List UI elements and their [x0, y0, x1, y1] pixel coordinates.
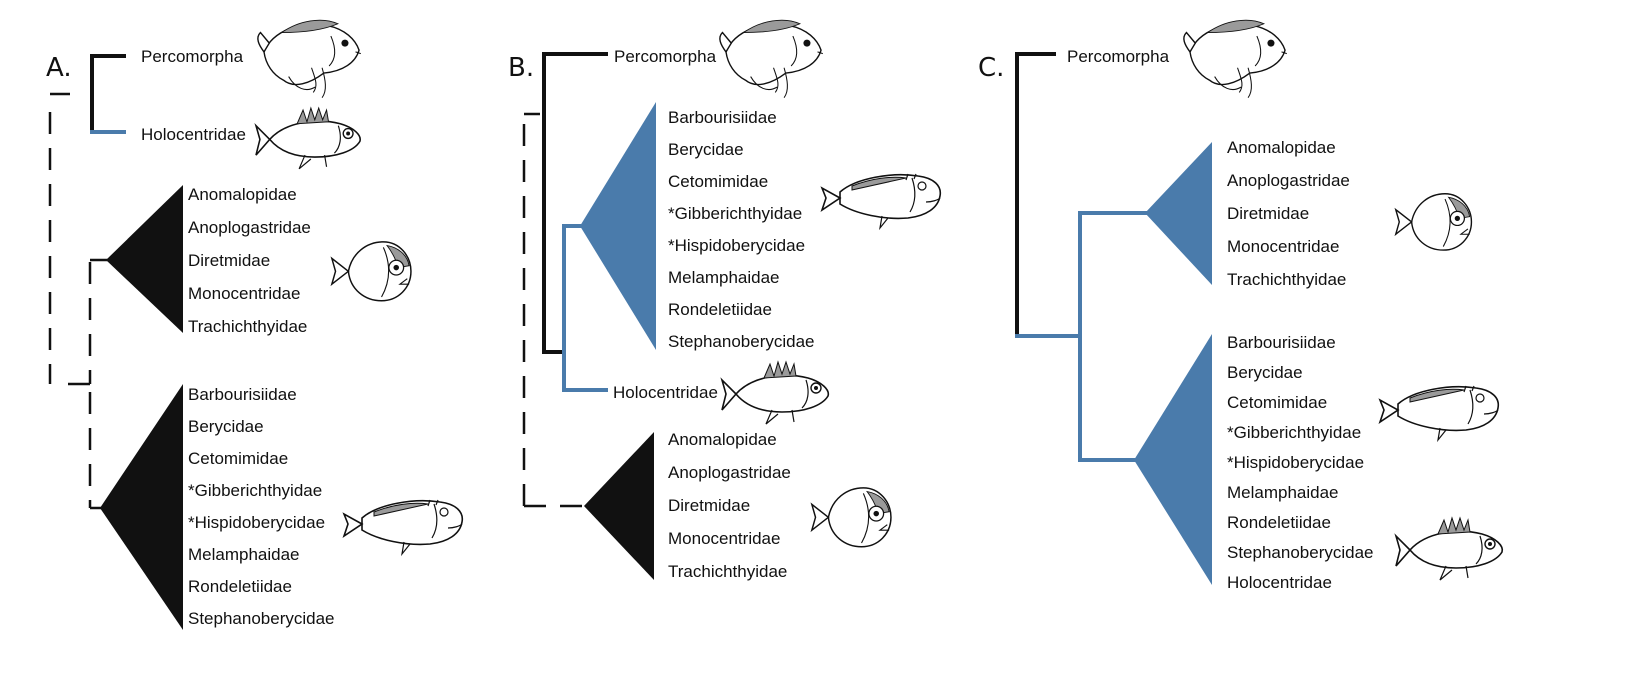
taxon-label: Anoplogastridae [668, 463, 791, 482]
taxon-label: *Hispidoberycidae [1227, 453, 1364, 472]
taxon-label: *Gibberichthyidae [188, 481, 322, 500]
taxon-label: Cetomimidae [668, 172, 768, 191]
taxon-label: Cetomimidae [1227, 393, 1327, 412]
taxon-label: Percomorpha [141, 47, 244, 66]
taxon-label: Trachichthyidae [188, 317, 307, 336]
taxon-label: Holocentridae [141, 125, 246, 144]
clade-triangle-black [106, 185, 183, 333]
taxon-label: Anoplogastridae [188, 218, 311, 237]
taxon-label: Berycidae [668, 140, 744, 159]
taxon-label: Stephanoberycidae [188, 609, 335, 628]
clade-2-labels: Anomalopidae Anoplogastridae Diretmidae … [668, 430, 791, 581]
clade-triangle-black [584, 432, 654, 580]
squirrelfish-icon [1395, 517, 1504, 581]
taxon-label: Stephanoberycidae [1227, 543, 1374, 562]
taxon-label: Percomorpha [614, 47, 717, 66]
cichlid-fish-icon [257, 19, 362, 99]
taxon-label: Barbourisiidae [668, 108, 777, 127]
taxon-label: Anomalopidae [668, 430, 777, 449]
taxon-label: Barbourisiidae [1227, 333, 1336, 352]
clade-triangle-black [100, 384, 183, 630]
taxon-label: Diretmidae [188, 251, 270, 270]
clade-triangle-blue [580, 102, 656, 350]
clade-2-labels: Barbourisiidae Berycidae Cetomimidae *Gi… [1227, 333, 1374, 592]
clade-1-labels: Barbourisiidae Berycidae Cetomimidae *Gi… [668, 108, 815, 351]
panel-label: A. [46, 53, 72, 83]
taxon-label: Rondeletiidae [668, 300, 772, 319]
taxon-label: Melamphaidae [1227, 483, 1339, 502]
cichlid-fish-icon [719, 19, 824, 99]
taxon-label: Berycidae [188, 417, 264, 436]
taxon-label: Anomalopidae [1227, 138, 1336, 157]
whalefish-icon [821, 173, 942, 229]
taxon-label: Diretmidae [668, 496, 750, 515]
taxon-label: Berycidae [1227, 363, 1303, 382]
whalefish-icon [343, 499, 464, 555]
taxon-label: Trachichthyidae [668, 562, 787, 581]
clade-1-labels: Anomalopidae Anoplogastridae Diretmidae … [1227, 138, 1350, 289]
taxon-label: *Hispidoberycidae [188, 513, 325, 532]
cichlid-fish-icon [1183, 19, 1288, 99]
clade-1-labels: Anomalopidae Anoplogastridae Diretmidae … [188, 185, 311, 336]
taxon-label: Melamphaidae [668, 268, 780, 287]
taxon-label: Anoplogastridae [1227, 171, 1350, 190]
taxon-label: *Hispidoberycidae [668, 236, 805, 255]
taxon-label: Percomorpha [1067, 47, 1170, 66]
panel-c: C. Percomorpha Anomalopidae Anoplogastri… [978, 19, 1504, 592]
clade-2-labels: Barbourisiidae Berycidae Cetomimidae *Gi… [188, 385, 335, 628]
squirrelfish-icon [255, 107, 361, 170]
taxon-label: Rondeletiidae [188, 577, 292, 596]
clade-triangle-blue [1145, 142, 1212, 285]
panel-a: A. Percomorpha Holocentridae Anomalopida… [46, 19, 464, 630]
roughy-fish-icon [331, 241, 412, 302]
taxon-label: Holocentridae [1227, 573, 1332, 592]
roughy-fish-icon [811, 487, 892, 548]
panel-label: B. [508, 53, 534, 83]
taxon-label: Cetomimidae [188, 449, 288, 468]
taxon-label: Trachichthyidae [1227, 270, 1346, 289]
taxon-label: Melamphaidae [188, 545, 300, 564]
panel-b: B. Percomorpha Barbourisiidae Berycidae … [508, 19, 942, 581]
taxon-label: Holocentridae [613, 383, 718, 402]
taxon-label: *Gibberichthyidae [668, 204, 802, 223]
whalefish-icon [1379, 385, 1500, 441]
squirrelfish-icon [721, 361, 830, 425]
taxon-label: Anomalopidae [188, 185, 297, 204]
taxon-label: Monocentridae [668, 529, 780, 548]
taxon-label: Diretmidae [1227, 204, 1309, 223]
taxon-label: Barbourisiidae [188, 385, 297, 404]
taxon-label: Stephanoberycidae [668, 332, 815, 351]
roughy-fish-icon [1395, 193, 1473, 251]
taxon-label: Rondeletiidae [1227, 513, 1331, 532]
taxon-label: Monocentridae [188, 284, 300, 303]
taxon-label: Monocentridae [1227, 237, 1339, 256]
panel-label: C. [978, 53, 1004, 83]
taxon-label: *Gibberichthyidae [1227, 423, 1361, 442]
clade-triangle-blue [1134, 334, 1212, 585]
